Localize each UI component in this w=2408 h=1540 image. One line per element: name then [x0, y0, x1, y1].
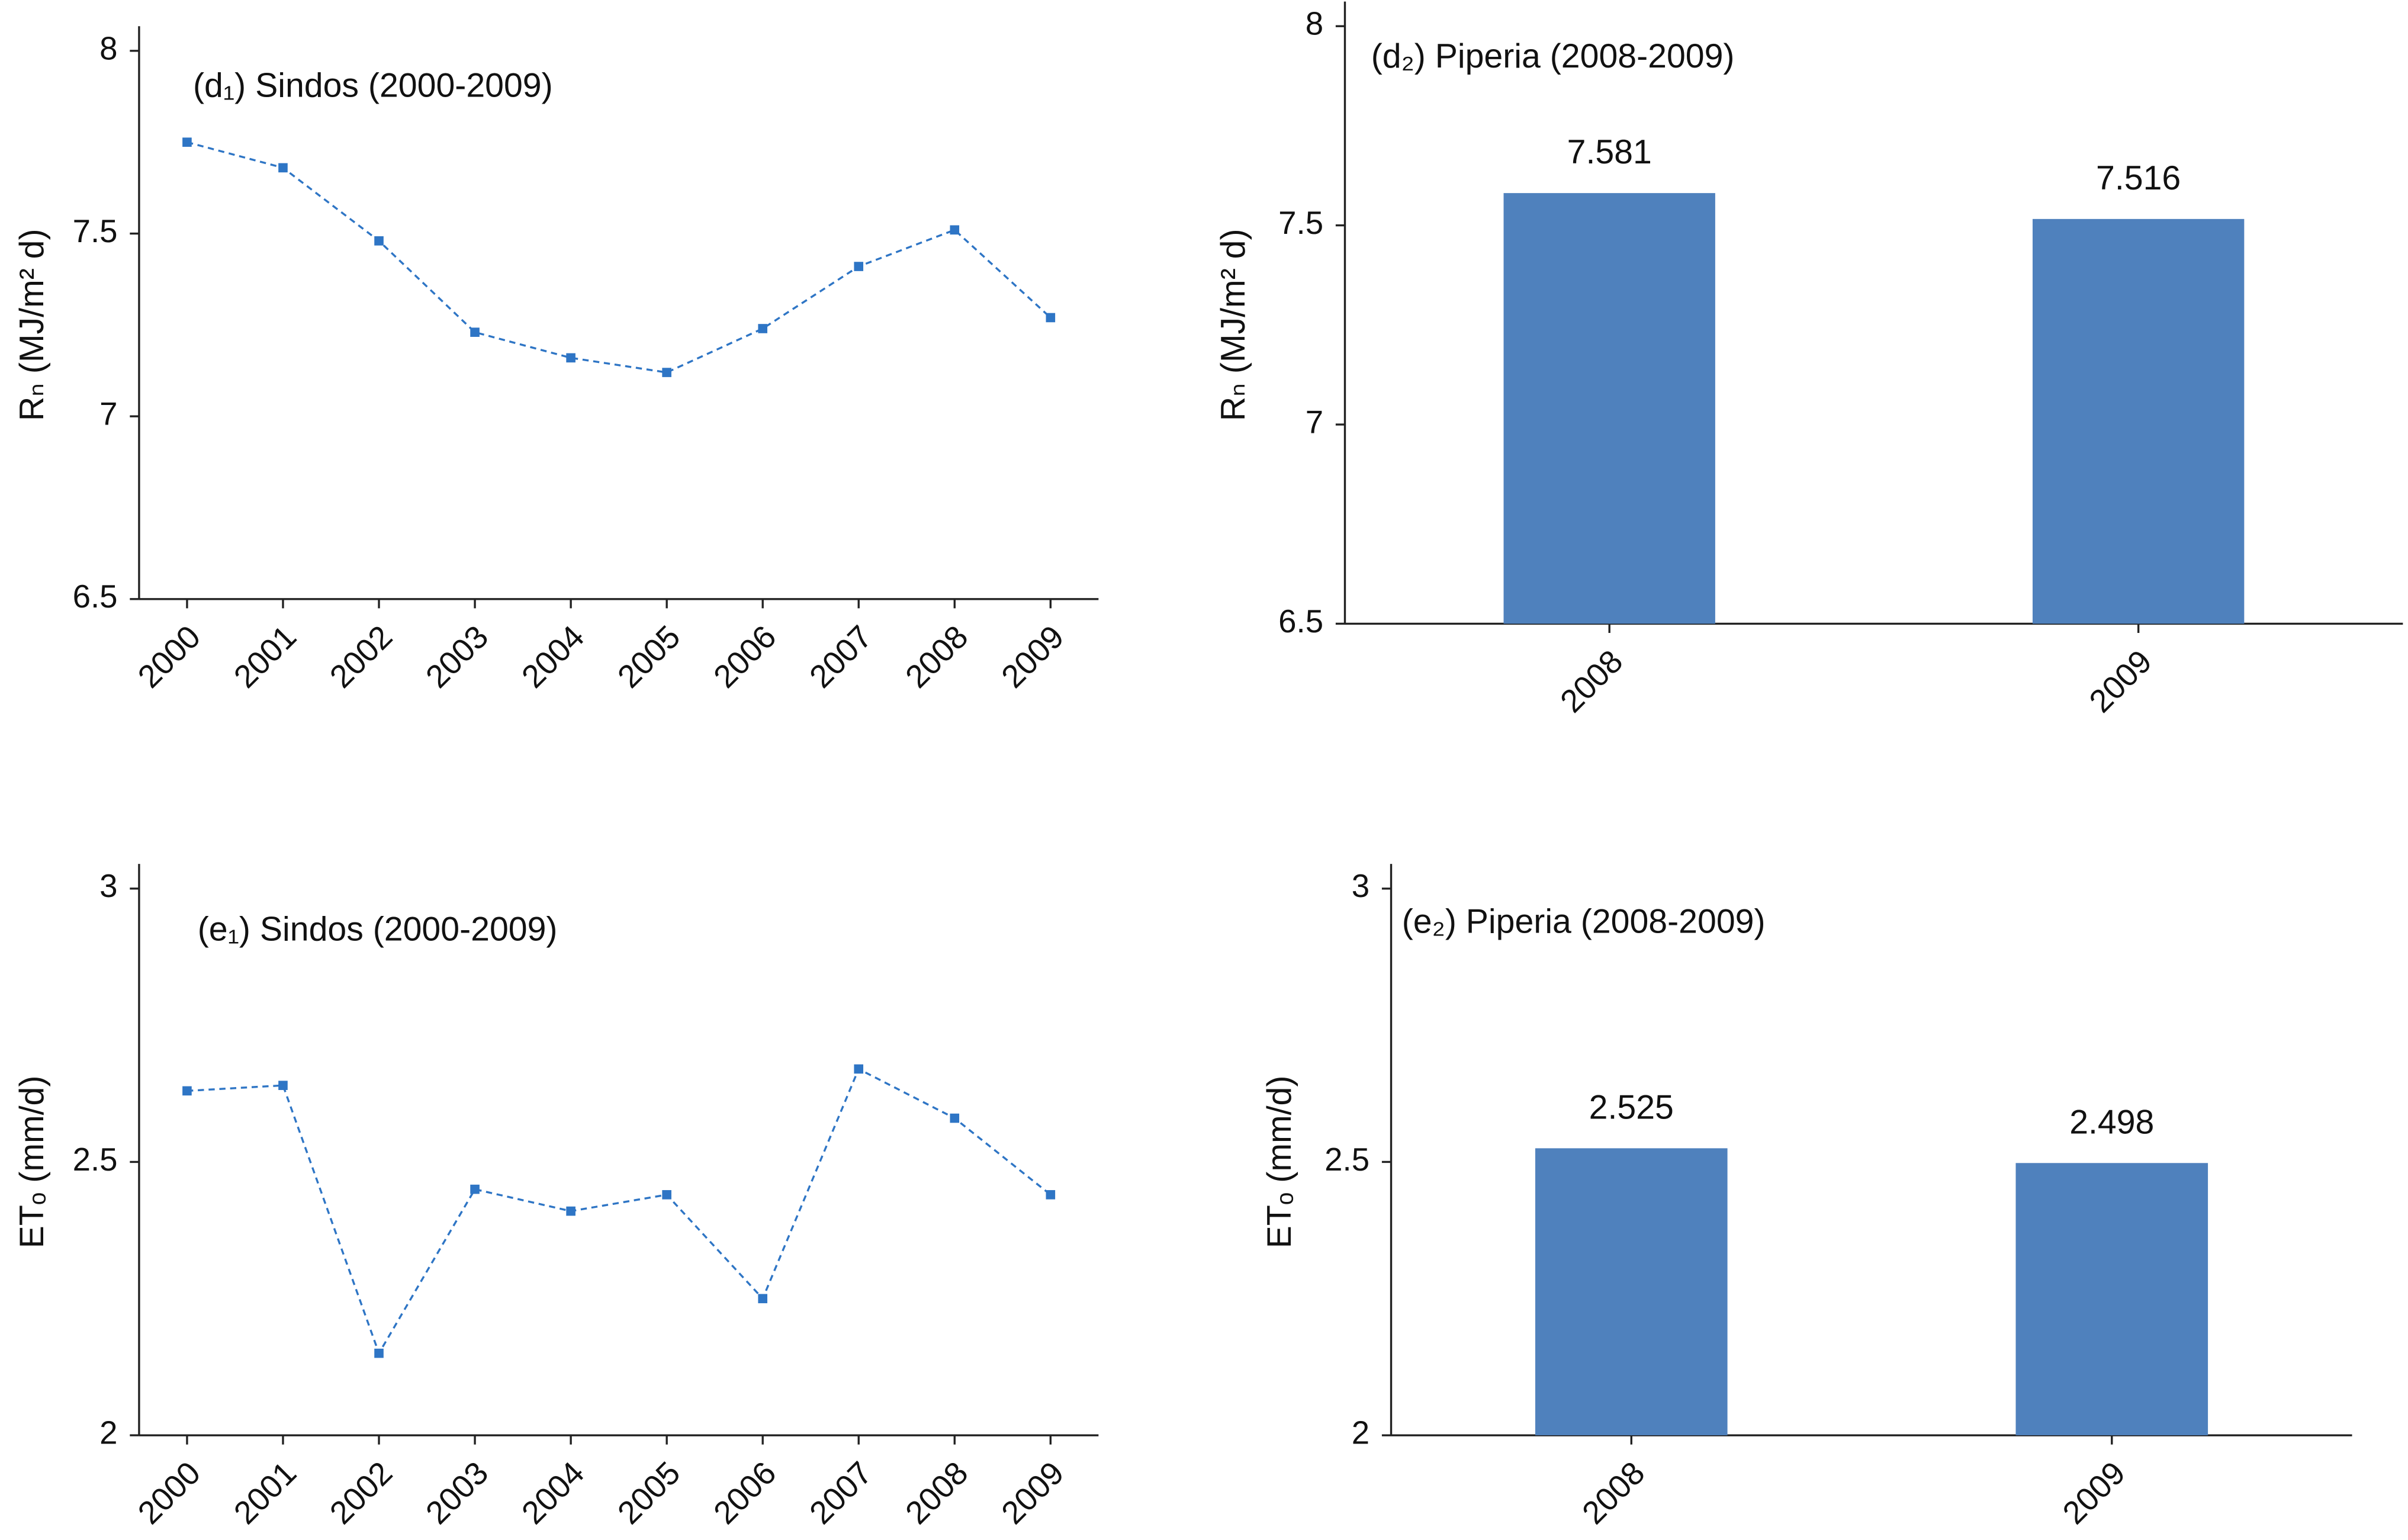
marker	[1046, 313, 1056, 323]
marker	[662, 1190, 671, 1200]
y-tick-label: 8	[99, 30, 117, 66]
y-axis-label: ETₒ (mm/d)	[1261, 1076, 1298, 1249]
marker	[854, 262, 864, 271]
marker	[758, 1294, 767, 1304]
chart-title: (e₂) Piperia (2008-2009)	[1402, 903, 1766, 941]
x-tick-label: 2006	[706, 619, 783, 695]
y-tick-label: 7	[99, 396, 117, 432]
marker	[566, 1206, 576, 1216]
marker	[950, 225, 960, 235]
x-tick-label: 2006	[706, 1455, 783, 1531]
y-tick-label: 6.5	[1278, 603, 1323, 639]
x-tick-label: 2007	[802, 1455, 879, 1531]
x-tick-label: 2005	[610, 619, 687, 695]
value-label: 2.498	[2069, 1103, 2154, 1141]
bar	[1535, 1148, 1728, 1436]
y-tick-label: 3	[99, 868, 117, 904]
marker	[182, 137, 192, 147]
marker	[278, 1081, 288, 1090]
x-tick-label: 2002	[323, 1455, 399, 1531]
chart-title: (d₂) Piperia (2008-2009)	[1371, 37, 1735, 75]
y-tick-label: 7	[1306, 404, 1323, 440]
x-tick-label: 2009	[2082, 643, 2159, 719]
x-tick-label: 2009	[995, 1455, 1071, 1531]
x-tick-label: 2008	[899, 619, 975, 695]
marker	[470, 327, 480, 337]
x-tick-label: 2001	[227, 1455, 303, 1531]
y-tick-label: 2.5	[1324, 1142, 1369, 1178]
line	[187, 141, 1052, 374]
y-axis-label: ETₒ (mm/d)	[13, 1076, 51, 1249]
value-label: 7.581	[1567, 133, 1652, 171]
y-axis-label: Rₙ (MJ/m² d)	[13, 229, 51, 421]
y-tick-label: 7.5	[73, 213, 118, 249]
x-tick-label: 2003	[419, 1455, 495, 1531]
x-tick-label: 2002	[323, 619, 399, 695]
bar	[2015, 1163, 2208, 1436]
y-tick-label: 6.5	[73, 578, 118, 615]
y-tick-label: 8	[1306, 6, 1323, 42]
value-label: 7.516	[2096, 159, 2181, 197]
y-tick-label: 2	[1352, 1415, 1369, 1451]
marker	[758, 324, 767, 333]
marker	[278, 163, 288, 173]
line	[187, 1068, 1052, 1356]
x-tick-label: 2000	[131, 1455, 207, 1531]
x-tick-label: 2001	[227, 619, 303, 695]
x-tick-label: 2008	[1576, 1455, 1652, 1531]
bar	[2032, 218, 2245, 624]
marker	[662, 368, 671, 377]
x-tick-label: 2008	[899, 1455, 975, 1531]
y-axis-label: Rₙ (MJ/m² d)	[1214, 229, 1252, 421]
marker	[950, 1113, 960, 1123]
y-tick-label: 2.5	[73, 1142, 118, 1178]
marker	[854, 1064, 864, 1074]
marker	[374, 236, 384, 246]
marker	[182, 1086, 192, 1096]
x-tick-label: 2004	[515, 1455, 591, 1531]
marker	[1046, 1190, 1056, 1200]
x-tick-label: 2003	[419, 619, 495, 695]
marker	[470, 1184, 480, 1194]
x-tick-label: 2007	[802, 619, 879, 695]
x-tick-label: 2005	[610, 1455, 687, 1531]
x-tick-label: 2000	[131, 619, 207, 695]
marker	[374, 1348, 384, 1358]
bar	[1503, 193, 1715, 624]
value-label: 2.525	[1589, 1088, 1674, 1126]
x-tick-label: 2008	[1553, 643, 1629, 719]
marker	[566, 353, 576, 363]
y-tick-label: 7.5	[1278, 205, 1323, 241]
chart-title: (e₁) Sindos (2000-2009)	[198, 911, 558, 949]
y-tick-label: 2	[99, 1415, 117, 1451]
y-tick-label: 3	[1352, 868, 1369, 904]
x-tick-label: 2004	[515, 619, 591, 695]
x-tick-label: 2009	[995, 619, 1071, 695]
chart-title: (d₁) Sindos (2000-2009)	[193, 66, 553, 104]
x-tick-label: 2009	[2056, 1455, 2132, 1531]
